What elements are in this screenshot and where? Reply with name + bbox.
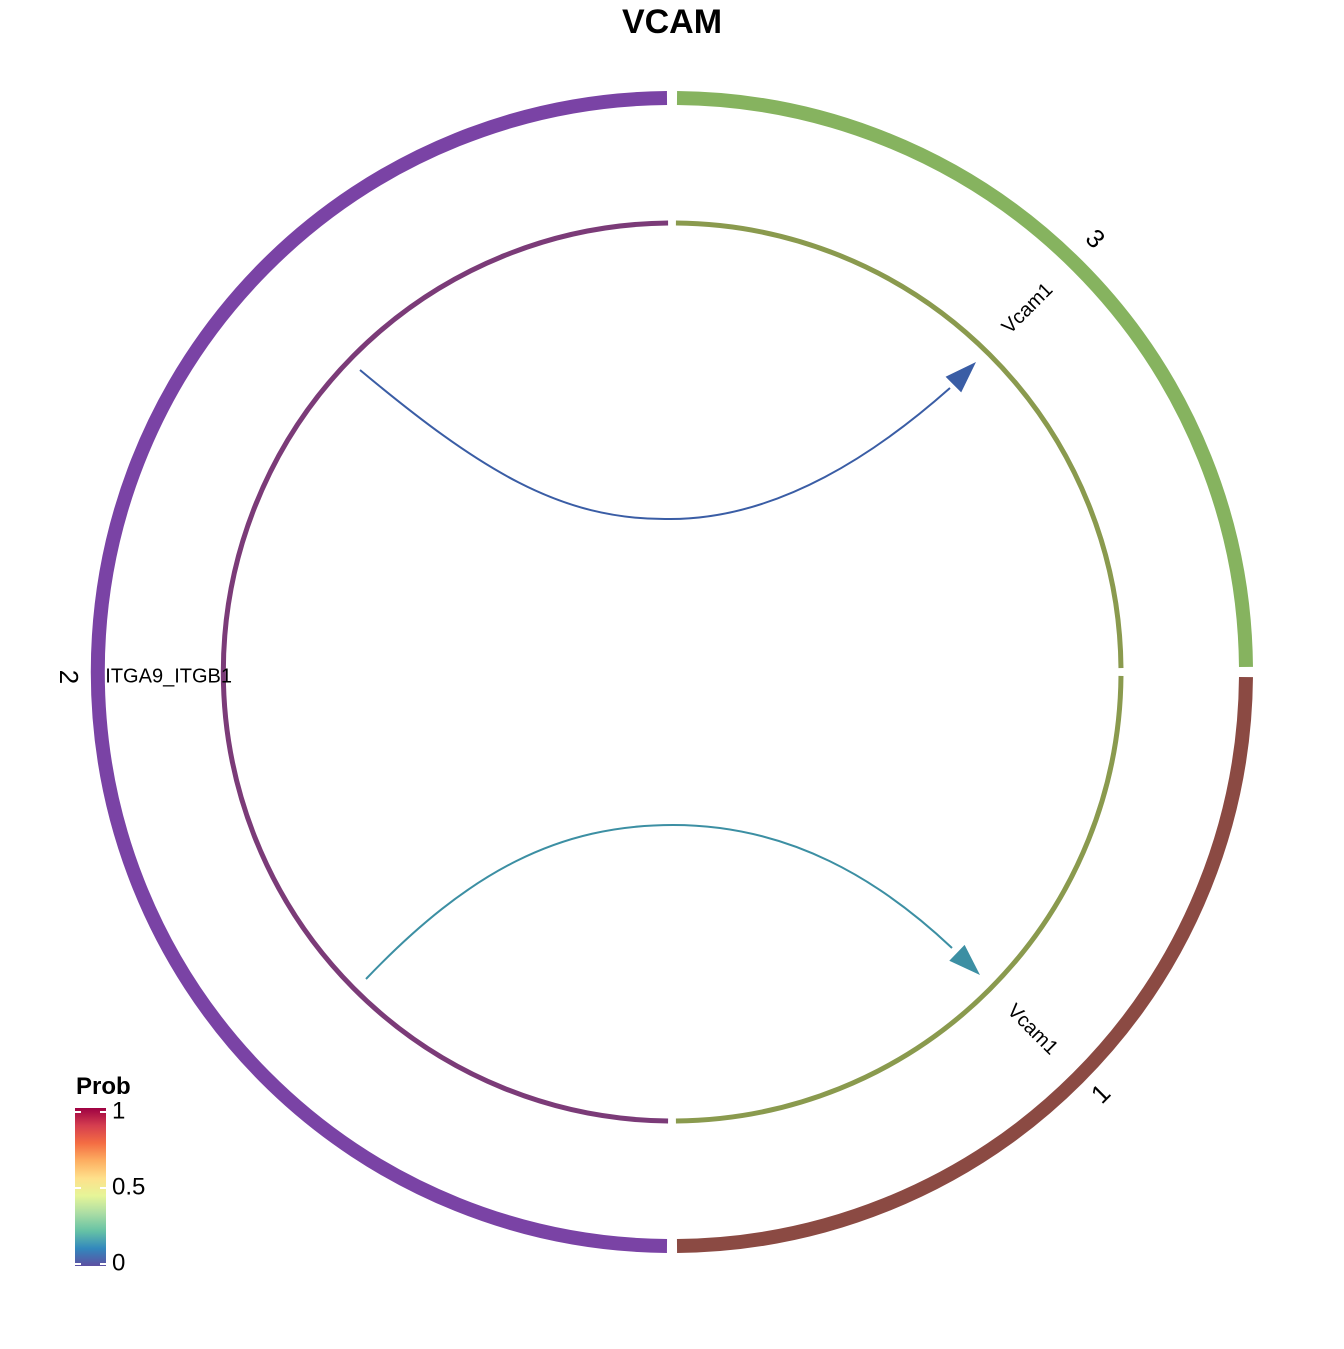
group-label-1: 1 — [1085, 1078, 1116, 1109]
chart-title: VCAM — [622, 3, 722, 41]
inner-arcs — [220, 220, 1124, 1124]
link-2-to-3 — [359, 369, 951, 521]
legend-title: Prob — [76, 1073, 131, 1100]
link-2-to-1 — [365, 823, 953, 980]
inner-arc-group-1 — [675, 675, 1124, 1124]
legend-tick-label: 0.5 — [112, 1173, 145, 1200]
gene-label-itga9_itgb1-group-2: ITGA9_ITGB1 — [105, 665, 232, 687]
outer-arc-group-1 — [676, 676, 1253, 1253]
outer-arc-group-2 — [90, 91, 668, 1253]
chord-links — [359, 362, 980, 980]
link-arrowhead-2-to-1 — [949, 944, 980, 975]
inner-arc-group-2 — [220, 220, 669, 1124]
legend-tick-label: 1 — [112, 1097, 125, 1124]
inner-arc-group-3 — [675, 220, 1124, 669]
legend-tick-label: 0 — [112, 1249, 125, 1276]
outer-arcs — [90, 91, 1253, 1253]
legend-ticks: 00.51 — [75, 1097, 145, 1276]
prob-legend: Prob 00.51 — [75, 1073, 145, 1276]
gene-label-vcam1-group-3: Vcam1 — [998, 279, 1058, 339]
chord-labels: 1 3 2 Vcam1 Vcam1 ITGA9_ITGB1 — [54, 223, 1116, 1109]
outer-arc-group-3 — [676, 91, 1253, 668]
gene-label-vcam1-group-1: Vcam1 — [1003, 1000, 1063, 1060]
group-label-2: 2 — [54, 670, 84, 684]
link-arrowhead-2-to-3 — [945, 362, 976, 393]
group-label-3: 3 — [1080, 223, 1111, 254]
